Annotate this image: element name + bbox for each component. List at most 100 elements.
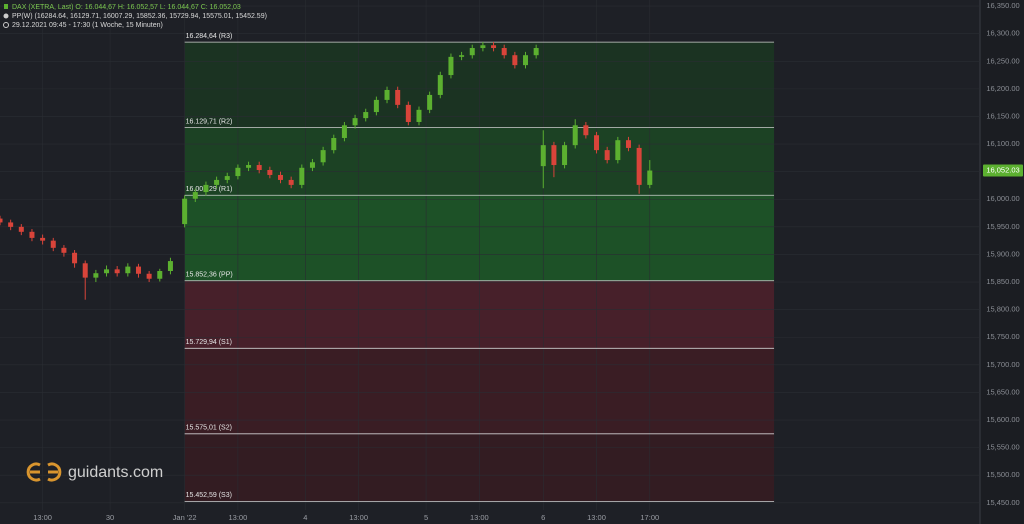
x-tick-label: 30 (106, 513, 114, 522)
candle-body (82, 263, 88, 278)
candle-body (533, 48, 539, 56)
x-tick-label: Jan '22 (173, 513, 197, 522)
pivot-label: 16.007,29 (R1) (186, 186, 233, 193)
candle-body (416, 109, 422, 122)
y-tick-label: 15,950.00 (986, 222, 1019, 231)
candle-body (267, 170, 273, 175)
candle-body (615, 140, 621, 161)
candle-body (363, 112, 369, 119)
candle-body (125, 266, 131, 274)
y-tick-label: 16,300.00 (986, 29, 1019, 38)
candle-body (309, 162, 315, 168)
y-tick-label: 16,150.00 (986, 111, 1019, 120)
candle-body (331, 137, 337, 151)
y-tick-label: 15,500.00 (986, 470, 1019, 479)
candle-body (491, 45, 497, 49)
candle-body (523, 55, 529, 66)
header-line: PP(W) (16284.64, 16129.71, 16007.29, 158… (12, 13, 267, 20)
header-line: DAX (XETRA, Last) O: 16.044,67 H: 16.052… (12, 4, 241, 11)
candle-body (512, 55, 518, 66)
pivot-label: 15.452,59 (S3) (186, 492, 232, 499)
y-tick-label: 15,750.00 (986, 332, 1019, 341)
grid (0, 0, 980, 510)
candle-body (61, 247, 67, 253)
candle-body (246, 165, 252, 168)
candle-body (459, 55, 465, 57)
y-tick-label: 15,550.00 (986, 443, 1019, 452)
candle-body (114, 269, 120, 274)
candle-body (182, 198, 188, 225)
x-tick-label: 13:00 (587, 513, 606, 522)
candle-body (50, 240, 56, 248)
candle-body (501, 48, 507, 56)
last-price-tag (983, 164, 1023, 177)
candle-body (214, 179, 220, 185)
candle-body (384, 89, 390, 100)
candle-body (72, 252, 78, 264)
y-tick-label: 15,450.00 (986, 498, 1019, 507)
y-tick-label: 15,600.00 (986, 415, 1019, 424)
candle-body (288, 179, 294, 185)
pivot-label: 15.575,01 (S2) (186, 425, 232, 432)
plot: 16.284,64 (R3) 16.129,71 (R2) 16.007,29 (R… (0, 33, 775, 502)
y-tick-label: 16,250.00 (986, 56, 1019, 65)
x-tick-label: 6 (541, 513, 545, 522)
pivot-label: 16.284,64 (R3) (186, 33, 233, 40)
candle-body (480, 45, 486, 49)
x-tick-label: 17:00 (640, 513, 659, 522)
y-tick-label: 16,100.00 (986, 139, 1019, 148)
brand-text: guidants.com (68, 464, 163, 481)
y-tick-label: 15,700.00 (986, 360, 1019, 369)
clock-icon (3, 22, 9, 28)
candle-body (235, 167, 241, 177)
candle-body (8, 222, 14, 227)
candle-body (320, 150, 326, 163)
candle-body (373, 99, 379, 113)
candle-body (551, 145, 557, 166)
candle-body (636, 147, 642, 185)
legend-icon (4, 4, 8, 9)
candle-body (469, 48, 475, 56)
last-price-label: 16,052.03 (986, 166, 1019, 175)
candle-body (29, 231, 35, 238)
candle-body (18, 226, 24, 232)
candle-body (192, 192, 198, 199)
candle-body (146, 273, 152, 279)
x-tick-label: 13:00 (229, 513, 248, 522)
candle-body (224, 176, 230, 180)
candle-body (93, 273, 99, 278)
candle-body (448, 56, 454, 76)
x-tick-label: 13:00 (470, 513, 489, 522)
pivot-label: 15.852,36 (PP) (186, 272, 233, 279)
x-tick-label: 4 (303, 513, 307, 522)
header-line: 29.12.2021 09:45 - 17:30 (1 Woche, 15 Mi… (12, 22, 163, 29)
candle-body (437, 75, 443, 95)
candle-body (278, 174, 284, 180)
candle-body (647, 170, 653, 185)
y-tick-label: 15,850.00 (986, 277, 1019, 286)
candle-body (604, 150, 610, 161)
candle-body (135, 266, 141, 274)
pivot-label: 16.129,71 (R2) (186, 119, 233, 126)
candle-body (405, 104, 411, 122)
candle-body (157, 271, 163, 279)
candle-body (594, 135, 600, 151)
y-tick-label: 15,800.00 (986, 305, 1019, 314)
candle-body (562, 145, 568, 166)
y-tick-label: 15,900.00 (986, 249, 1019, 258)
candle-body (352, 118, 358, 126)
candle-body (40, 237, 46, 241)
y-tick-label: 15,650.00 (986, 387, 1019, 396)
y-tick-label: 16,200.00 (986, 84, 1019, 93)
candle-body (104, 269, 110, 274)
candle-body (583, 125, 589, 136)
candle-body (256, 165, 262, 170)
candle-body (395, 89, 401, 105)
candle-body (0, 218, 3, 223)
candle-body (203, 184, 209, 193)
y-axis-panel (980, 0, 1024, 524)
y-tick-label: 16,350.00 (986, 1, 1019, 10)
pivot-label: 15.729,94 (S1) (186, 339, 232, 346)
candle-body (341, 125, 347, 138)
